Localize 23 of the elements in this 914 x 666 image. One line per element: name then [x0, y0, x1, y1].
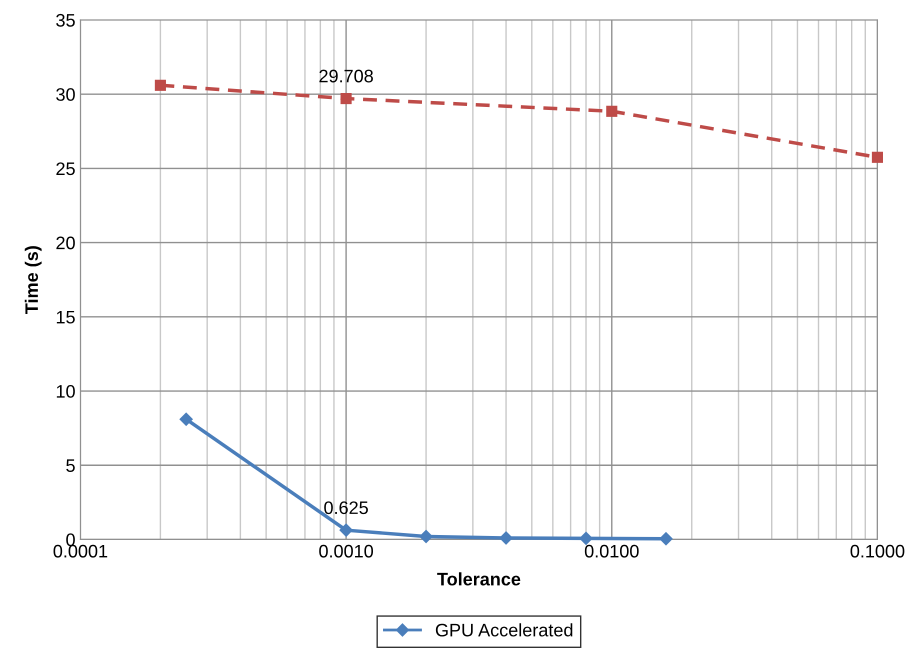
point — [419, 530, 433, 544]
point — [579, 532, 593, 546]
point — [659, 532, 673, 546]
data-label: 29.708 — [319, 70, 373, 82]
y-tick-label: 30 — [56, 88, 75, 101]
x-axis-title: Tolerance — [437, 572, 520, 586]
x-tick-label: 0.0100 — [584, 544, 639, 558]
x-tick-label: 0.0010 — [319, 544, 374, 558]
y-tick-label: 0 — [66, 533, 75, 546]
point — [340, 92, 352, 104]
y-tick-label: 35 — [56, 14, 75, 27]
x-tick-label: 0.0001 — [54, 544, 108, 558]
point — [499, 531, 513, 545]
y-tick-label: 15 — [56, 310, 75, 324]
y-tick-label: 10 — [56, 384, 75, 398]
y-tick-label: 20 — [56, 236, 75, 250]
data-label: 0.625 — [324, 501, 368, 514]
y-tick-label: 5 — [66, 459, 75, 472]
y-tick-label: 25 — [56, 162, 75, 176]
legend-label: GPU Accelerated — [436, 623, 572, 637]
y-axis-title: Time (s) — [24, 246, 42, 314]
x-tick-label: 0.1000 — [850, 544, 904, 558]
point — [340, 524, 353, 537]
